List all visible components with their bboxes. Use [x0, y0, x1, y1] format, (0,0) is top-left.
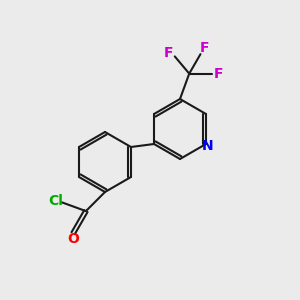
Text: Cl: Cl [48, 194, 63, 208]
Text: F: F [214, 67, 223, 81]
Text: N: N [202, 139, 213, 152]
Text: F: F [164, 46, 173, 60]
Text: O: O [67, 232, 79, 246]
Text: F: F [199, 40, 209, 55]
